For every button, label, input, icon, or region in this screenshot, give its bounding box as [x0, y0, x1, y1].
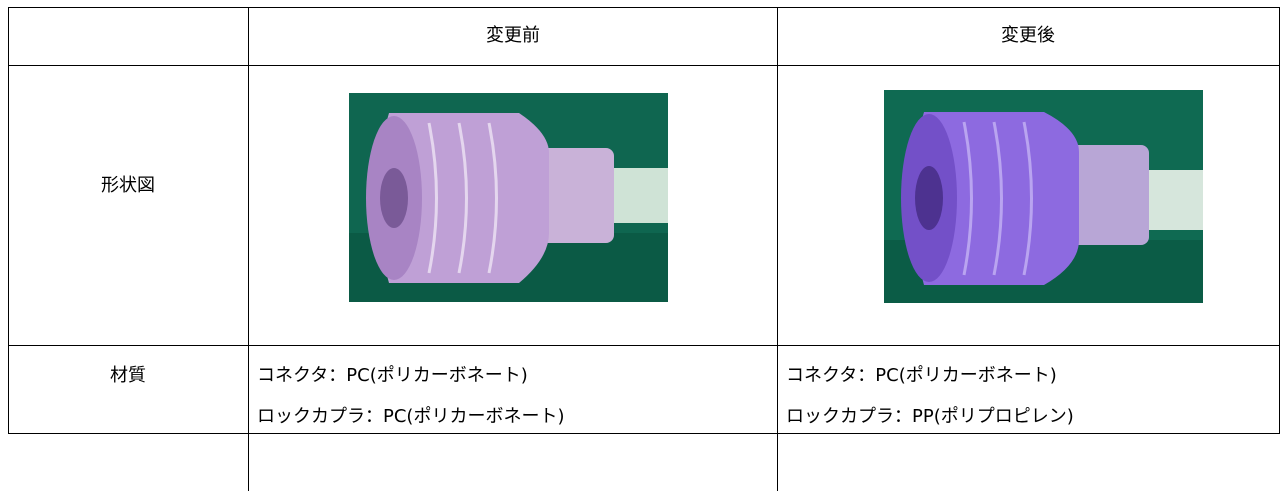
header-cell: 変更前 [486, 25, 540, 46]
photo-before [349, 93, 668, 302]
border [8, 7, 9, 434]
border [777, 7, 778, 491]
border [8, 433, 1280, 434]
material-text: コネクタ：PC(ポリカーボネート) [257, 365, 528, 386]
row-label: 材質 [110, 365, 146, 386]
header-cell: 変更後 [1001, 25, 1055, 46]
border [248, 7, 249, 491]
border [8, 345, 1280, 346]
material-text: コネクタ：PC(ポリカーボネート) [786, 365, 1057, 386]
border [8, 65, 1280, 66]
border [8, 7, 1280, 8]
photo-after [884, 90, 1203, 303]
material-text: ロックカプラ：PC(ポリカーボネート) [257, 406, 565, 427]
border [1279, 7, 1280, 434]
row-label: 形状図 [101, 175, 155, 196]
material-text: ロックカプラ：PP(ポリプロピレン) [786, 406, 1074, 427]
